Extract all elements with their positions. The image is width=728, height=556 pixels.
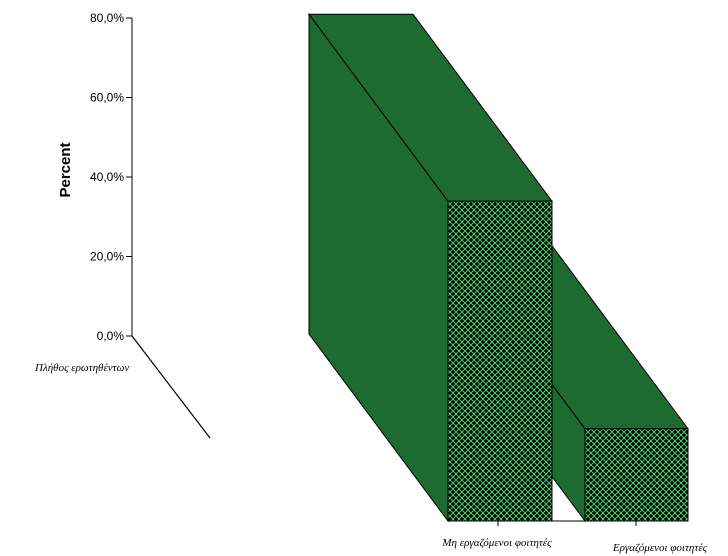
- x-category-label-2: Εργαζόμενοι φοιτητές: [612, 542, 708, 554]
- bar-front-face: [447, 200, 553, 522]
- y-tick-label: 60,0%: [90, 91, 124, 105]
- bars: [308, 12, 689, 523]
- y-tick-label: 20,0%: [90, 250, 124, 264]
- y-tick-label: 80,0%: [90, 11, 124, 25]
- y-tick-label: 40,0%: [90, 170, 124, 184]
- depth-axis-line: [131, 335, 211, 439]
- x-category-label-1: Μη εργαζόμενοι φοιτητές: [441, 537, 552, 549]
- y-tick-label: 0,0%: [97, 329, 125, 343]
- y-axis-label: Percent: [57, 142, 74, 197]
- bar-1: [308, 12, 553, 523]
- bar-front-face: [584, 428, 689, 522]
- depth-axis-label: Πλήθος ερωτηθέντων: [34, 362, 129, 374]
- y-ticks: 0,0% 20,0% 40,0% 60,0% 80,0%: [90, 11, 132, 343]
